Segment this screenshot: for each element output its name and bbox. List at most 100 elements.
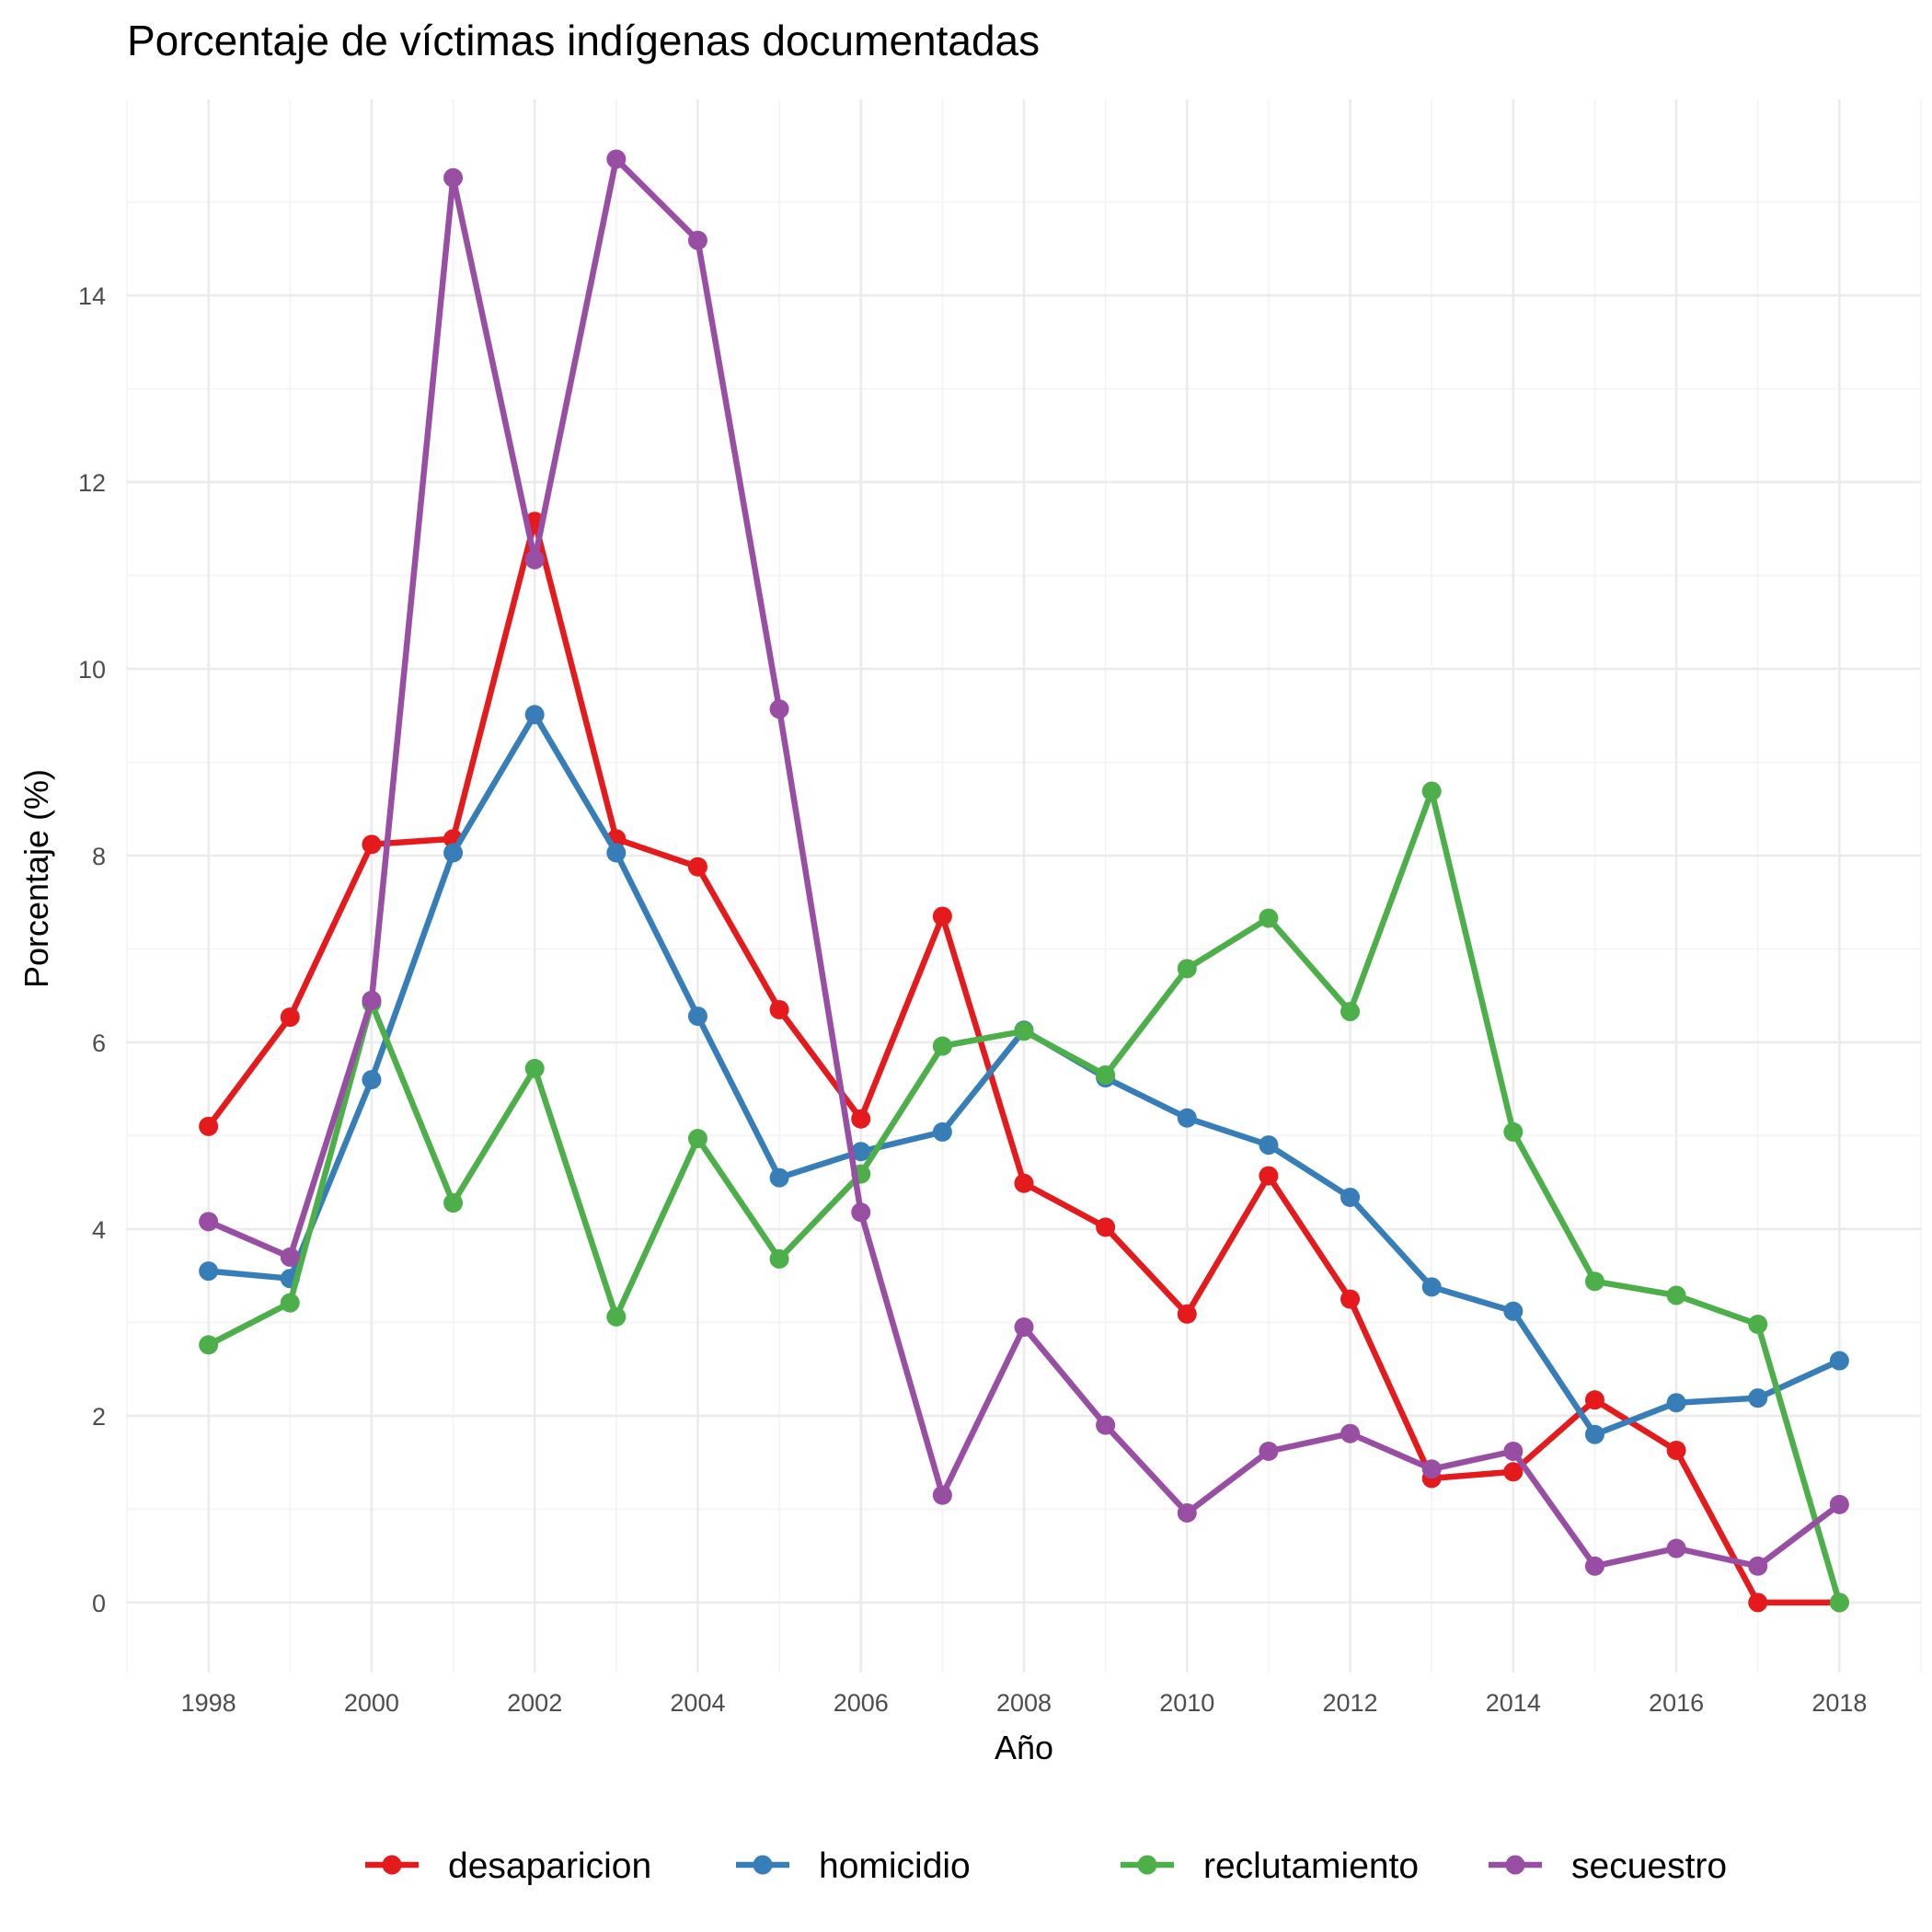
data-point-reclutamiento [606,1306,627,1327]
series-layer [199,149,1849,1613]
data-point-secuestro [1666,1538,1686,1558]
data-point-homicidio [1177,1108,1197,1128]
x-tick-label: 2000 [344,1689,399,1717]
data-point-secuestro [362,990,382,1010]
data-point-desaparicion [1096,1217,1116,1237]
y-axis-title: Porcentaje (%) [17,769,55,988]
data-point-homicidio [199,1261,219,1282]
data-point-homicidio [769,1167,789,1188]
y-tick-label: 4 [92,1216,106,1244]
y-tick-label: 8 [92,843,106,870]
legend-label: desaparicion [448,1846,651,1886]
legend-item-homicidio: homicidio [736,1846,971,1886]
data-point-homicidio [932,1121,952,1142]
legend-item-reclutamiento: reclutamiento [1121,1846,1419,1886]
data-point-homicidio [1748,1388,1768,1409]
data-point-reclutamiento [1014,1021,1034,1041]
series-secuestro [199,149,1849,1576]
y-tick-label: 2 [92,1403,106,1431]
data-point-homicidio [524,705,545,725]
x-tick-label: 2012 [1323,1689,1378,1717]
data-point-reclutamiento [1421,781,1442,801]
data-point-desaparicion [1259,1166,1279,1186]
data-point-desaparicion [851,1109,871,1129]
y-tick-label: 10 [78,656,106,684]
data-point-desaparicion [1177,1304,1197,1324]
data-point-desaparicion [280,1007,300,1028]
data-point-secuestro [1014,1317,1034,1338]
data-point-secuestro [280,1247,300,1267]
data-point-homicidio [1421,1277,1442,1297]
legend-label: homicidio [819,1846,971,1886]
data-point-secuestro [851,1202,871,1223]
data-point-reclutamiento [199,1335,219,1355]
series-reclutamiento [199,781,1849,1613]
data-point-secuestro [524,549,545,569]
legend-key-point [382,1855,402,1875]
y-tick-label: 12 [78,469,106,497]
data-point-secuestro [443,167,464,188]
data-point-secuestro [1259,1441,1279,1461]
data-point-homicidio [1503,1301,1524,1321]
data-point-homicidio [1829,1351,1849,1371]
data-point-homicidio [1666,1393,1686,1413]
data-point-secuestro [1829,1494,1849,1514]
data-point-secuestro [1748,1556,1768,1576]
data-point-desaparicion [769,999,789,1019]
gridlines [126,99,1922,1673]
legend-label: reclutamiento [1203,1846,1419,1886]
data-point-homicidio [851,1142,871,1162]
data-point-secuestro [606,149,627,169]
legend-label: secuestro [1571,1846,1727,1886]
data-point-reclutamiento [280,1293,300,1313]
data-point-desaparicion [1666,1440,1686,1460]
data-point-homicidio [687,1006,707,1027]
data-point-desaparicion [932,906,952,926]
data-point-homicidio [1584,1424,1604,1444]
data-point-reclutamiento [1584,1271,1604,1292]
data-point-secuestro [199,1212,219,1232]
x-tick-label: 1998 [181,1689,236,1717]
data-point-homicidio [1259,1135,1279,1156]
data-point-desaparicion [687,857,707,877]
legend-key-point [1137,1855,1157,1875]
data-point-reclutamiento [1177,959,1197,979]
data-point-desaparicion [1584,1390,1604,1410]
y-tick-label: 14 [78,282,106,310]
data-point-homicidio [1340,1187,1361,1207]
data-point-reclutamiento [1096,1065,1116,1086]
data-point-desaparicion [1340,1289,1361,1309]
data-point-reclutamiento [769,1248,789,1269]
data-point-secuestro [1503,1441,1524,1461]
data-point-reclutamiento [687,1129,707,1149]
data-point-desaparicion [1503,1462,1524,1482]
x-tick-label: 2014 [1486,1689,1541,1717]
data-point-secuestro [932,1485,952,1505]
legend-item-secuestro: secuestro [1489,1846,1727,1886]
x-tick-label: 2008 [996,1689,1052,1717]
data-point-reclutamiento [1259,908,1279,928]
data-point-desaparicion [199,1116,219,1136]
data-point-desaparicion [362,834,382,855]
x-axis-ticks: 1998 2000 2002 2004 2006 2008 2010 2012 2014 2016… [181,1689,1868,1717]
data-point-desaparicion [1014,1173,1034,1193]
x-tick-label: 2010 [1159,1689,1214,1717]
legend-key-point [1505,1855,1525,1875]
data-point-secuestro [1177,1502,1197,1523]
data-point-reclutamiento [443,1193,464,1213]
data-point-desaparicion [1748,1593,1768,1613]
data-point-secuestro [1421,1459,1442,1479]
x-axis-title: Año [995,1729,1053,1766]
data-point-reclutamiento [1666,1285,1686,1305]
y-tick-label: 6 [92,1029,106,1057]
data-point-secuestro [769,699,789,719]
x-tick-label: 2006 [834,1689,889,1717]
y-axis-ticks: 0 2 4 6 8 10 12 14 [78,282,106,1617]
legend: desaparicion homicidio reclutamiento secues… [365,1846,1727,1886]
chart-title: Porcentaje de víctimas indígenas documen… [127,17,1040,64]
data-point-reclutamiento [1340,1001,1361,1021]
data-point-homicidio [606,843,627,863]
data-point-reclutamiento [1503,1121,1524,1142]
x-tick-label: 2002 [507,1689,562,1717]
